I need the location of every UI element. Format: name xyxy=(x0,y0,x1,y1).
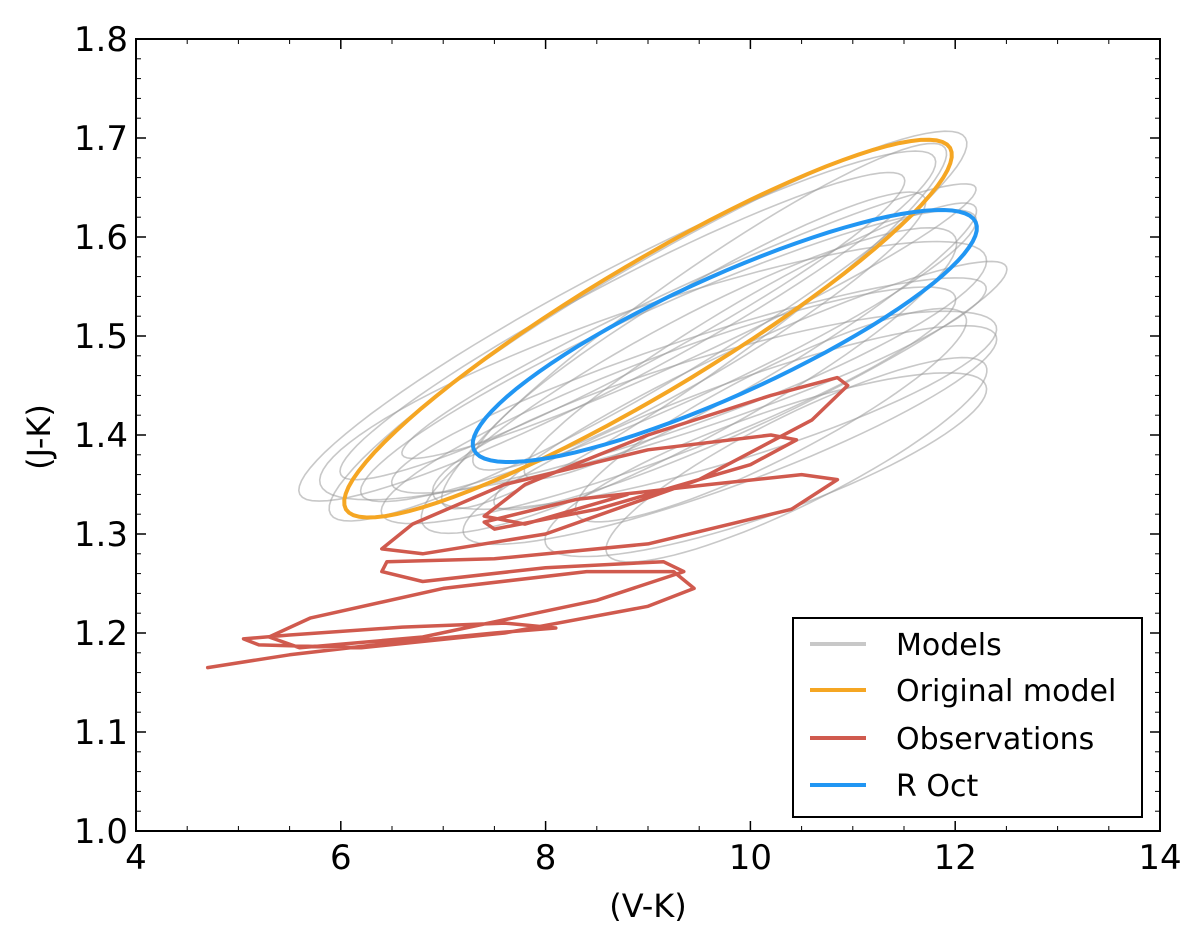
models-loop xyxy=(339,171,906,481)
axis-ticks: 4 6 8 10 12 14 1.0 1.1 1.2 1.3 1.4 1.5 1.6 1.7 1.8 xyxy=(74,20,1182,878)
x-axis-label: (V-K) xyxy=(609,887,687,925)
y-tick-label: 1.1 xyxy=(74,713,128,753)
y-tick-label: 1.6 xyxy=(74,218,128,258)
y-tick-label: 1.8 xyxy=(74,20,128,60)
models-loop xyxy=(431,310,998,511)
x-tick-label: 10 xyxy=(729,838,772,878)
legend-label-observations: Observations xyxy=(896,722,1094,757)
y-tick-label: 1.0 xyxy=(74,812,128,852)
legend-label-r-oct: R Oct xyxy=(896,769,978,804)
x-tick-label: 4 xyxy=(125,838,147,878)
legend-label-original-model: Original model xyxy=(896,674,1116,709)
original-model-loop xyxy=(342,137,954,520)
x-tick-label: 8 xyxy=(535,838,557,878)
models-loop xyxy=(401,183,977,460)
models-loop xyxy=(462,324,998,546)
x-tick-label: 6 xyxy=(330,838,352,878)
legend: Models Original model Observations R Oct xyxy=(792,617,1143,818)
y-tick-label: 1.4 xyxy=(74,416,128,456)
y-tick-label: 1.7 xyxy=(74,119,128,159)
models-loop xyxy=(605,356,988,563)
y-tick-label: 1.5 xyxy=(74,317,128,357)
models-loop xyxy=(390,277,988,494)
models-loop xyxy=(420,226,958,535)
plot-series xyxy=(205,130,1008,670)
models-loop xyxy=(472,191,927,471)
models-loop xyxy=(544,372,988,558)
models-loop xyxy=(523,202,978,480)
x-tick-label: 14 xyxy=(1138,838,1181,878)
y-tick-label: 1.3 xyxy=(74,515,128,555)
models-loop xyxy=(318,240,988,501)
r-oct-loop xyxy=(470,207,979,465)
y-tick-label: 1.2 xyxy=(74,614,128,654)
x-tick-label: 12 xyxy=(934,838,977,878)
y-axis-label: (J-K) xyxy=(20,404,58,470)
legend-label-models: Models xyxy=(896,628,1002,663)
observations-line xyxy=(205,375,850,670)
